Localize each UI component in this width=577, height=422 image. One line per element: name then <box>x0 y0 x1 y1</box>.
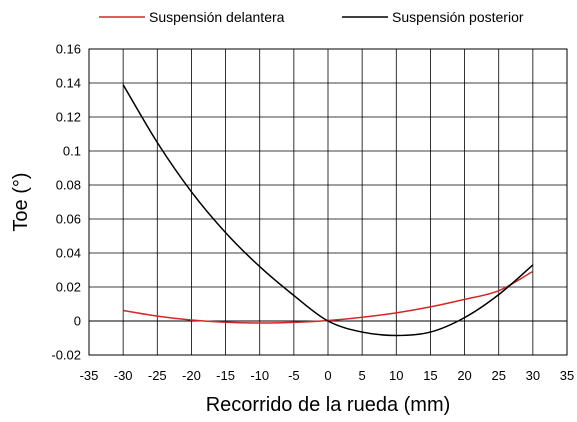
legend: Suspensión delantera Suspensión posterio… <box>99 9 524 25</box>
y-tick-label: 0.12 <box>56 110 81 125</box>
y-tick-label: 0 <box>74 314 81 329</box>
series-layer <box>122 84 534 337</box>
x-tick-label: -35 <box>80 368 99 383</box>
x-tick-label: -5 <box>288 368 300 383</box>
y-axis-title: Toe (°) <box>10 172 32 231</box>
y-tick-label: 0.16 <box>56 42 81 57</box>
y-tick-label: -0.02 <box>51 348 81 363</box>
y-tick-label: 0.02 <box>56 280 81 295</box>
plot-area-frame <box>88 48 568 356</box>
x-tick-label: 30 <box>526 368 540 383</box>
x-tick-label: 5 <box>359 368 366 383</box>
y-tick-label: 0.1 <box>63 144 81 159</box>
y-tick-label: 0.08 <box>56 178 81 193</box>
x-tick-label: 0 <box>324 368 331 383</box>
y-tick-label: 0.04 <box>56 246 81 261</box>
x-tick-label: 10 <box>389 368 403 383</box>
x-tick-label: -30 <box>114 368 133 383</box>
grid <box>88 48 568 356</box>
y-tick-label: 0.14 <box>56 76 81 91</box>
x-tick-label: -15 <box>216 368 235 383</box>
legend-label-front: Suspensión delantera <box>149 9 285 25</box>
y-tick-labels: -0.02 0 0.02 0.04 0.06 0.08 0.1 0.12 0.14 0.16 <box>51 42 81 363</box>
x-tick-label: -20 <box>182 368 201 383</box>
x-tick-label: 35 <box>560 368 574 383</box>
x-axis-title: Recorrido de la rueda (mm) <box>206 394 451 416</box>
x-tick-label: -25 <box>148 368 167 383</box>
legend-label-rear: Suspensión posterior <box>392 9 524 25</box>
x-tick-label: 25 <box>491 368 505 383</box>
y-tick-label: 0.06 <box>56 212 81 227</box>
x-tick-label: -10 <box>250 368 269 383</box>
x-tick-label: 15 <box>423 368 437 383</box>
series-line-rear <box>122 84 534 337</box>
x-tick-label: 20 <box>457 368 471 383</box>
x-tick-labels: -35 -30 -25 -20 -15 -10 -5 0 5 10 15 20 25 30 35 <box>80 368 575 383</box>
